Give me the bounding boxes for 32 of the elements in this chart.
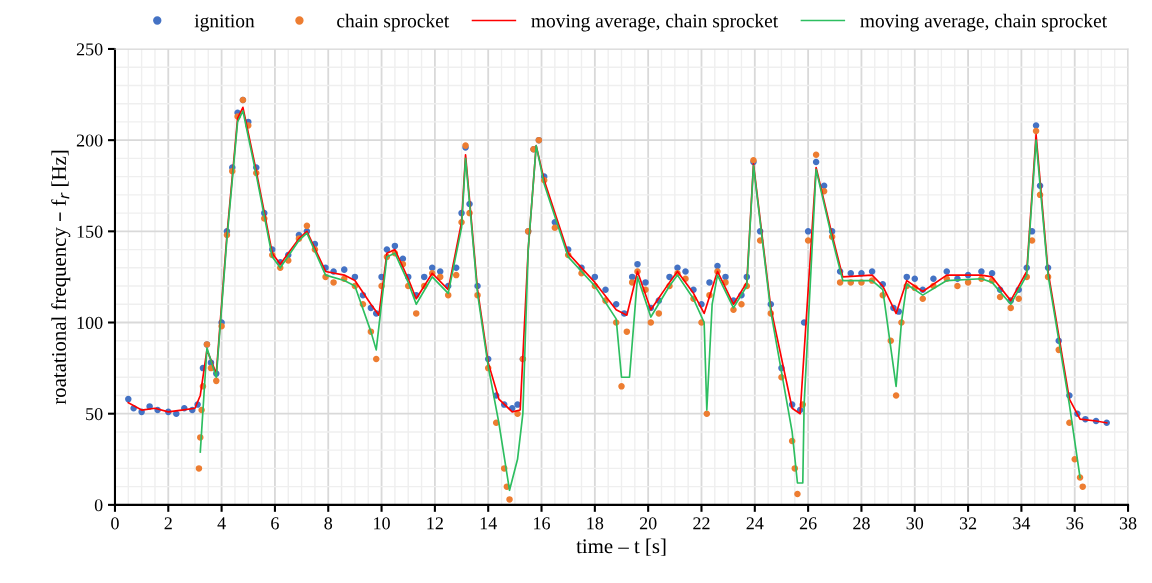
x-tick-label: 36 (1066, 517, 1084, 530)
legend-label: chain sprocket (337, 13, 450, 32)
x-tick-label: 24 (746, 517, 764, 530)
y-tick-label: 50 (86, 407, 103, 421)
x-tick-label: 12 (427, 517, 443, 530)
y-tick-label: 250 (76, 43, 103, 56)
x-tick-label: 6 (271, 517, 279, 530)
x-tick-label: 16 (534, 517, 551, 530)
x-tick-label: 30 (906, 517, 924, 530)
x-axis-title: time – t [s] (576, 538, 666, 556)
x-tick-label: 14 (480, 517, 497, 530)
x-tick-label: 4 (217, 517, 226, 530)
x-tick-label: 32 (959, 517, 977, 530)
x-tick-label: 8 (324, 517, 333, 530)
y-axis-title: roatational frequency – f$_{r}$ [Hz] (51, 150, 71, 405)
legend-label: ignition (194, 14, 255, 32)
x-tick-label: 20 (639, 517, 657, 530)
x-tick-label: 10 (374, 517, 390, 530)
y-tick-label: 150 (77, 225, 103, 238)
x-tick-label: 26 (799, 517, 817, 530)
y-tick-label: 200 (76, 134, 103, 147)
x-tick-label: 34 (1013, 517, 1031, 530)
x-tick-label: 38 (1119, 517, 1137, 530)
x-tick-label: 22 (693, 517, 710, 530)
legend-label: moving average, chain sprocket (860, 13, 1108, 32)
legend-label: moving average, chain sprocket (531, 13, 779, 32)
y-tick-label: 100 (77, 316, 103, 329)
x-tick-label: 0 (111, 517, 119, 530)
x-tick-label: 18 (587, 517, 604, 530)
x-tick-label: 2 (164, 517, 172, 530)
y-tick-label: 0 (94, 499, 103, 512)
x-tick-label: 28 (853, 517, 870, 530)
